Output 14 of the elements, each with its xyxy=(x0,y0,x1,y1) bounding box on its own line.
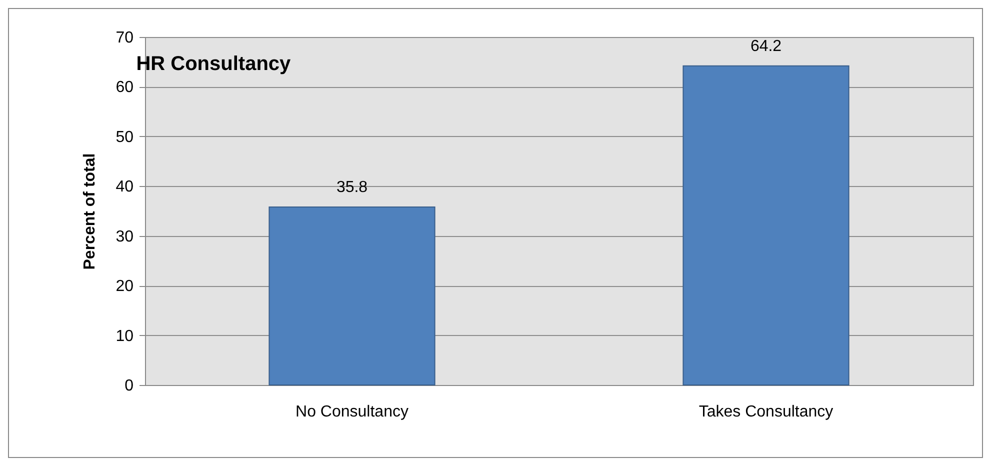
data-label: 35.8 xyxy=(336,179,368,196)
x-tick-label: No Consultancy xyxy=(296,404,408,420)
y-tick-label: 20 xyxy=(116,278,134,296)
y-tick-label: 50 xyxy=(116,128,134,146)
y-tick-label: 40 xyxy=(116,178,134,196)
y-tick-label: 30 xyxy=(116,228,134,246)
y-axis-title: Percent of total xyxy=(82,153,99,270)
y-tick-label: 0 xyxy=(124,378,134,394)
x-tick-label: Takes Consultancy xyxy=(698,404,834,420)
y-tick-label: 10 xyxy=(116,328,134,345)
text: HR Consultancy xyxy=(136,53,292,75)
y-tick-label: 70 xyxy=(116,30,134,46)
y-tick-label: 60 xyxy=(116,79,134,96)
data-label: 64.2 xyxy=(750,38,782,55)
